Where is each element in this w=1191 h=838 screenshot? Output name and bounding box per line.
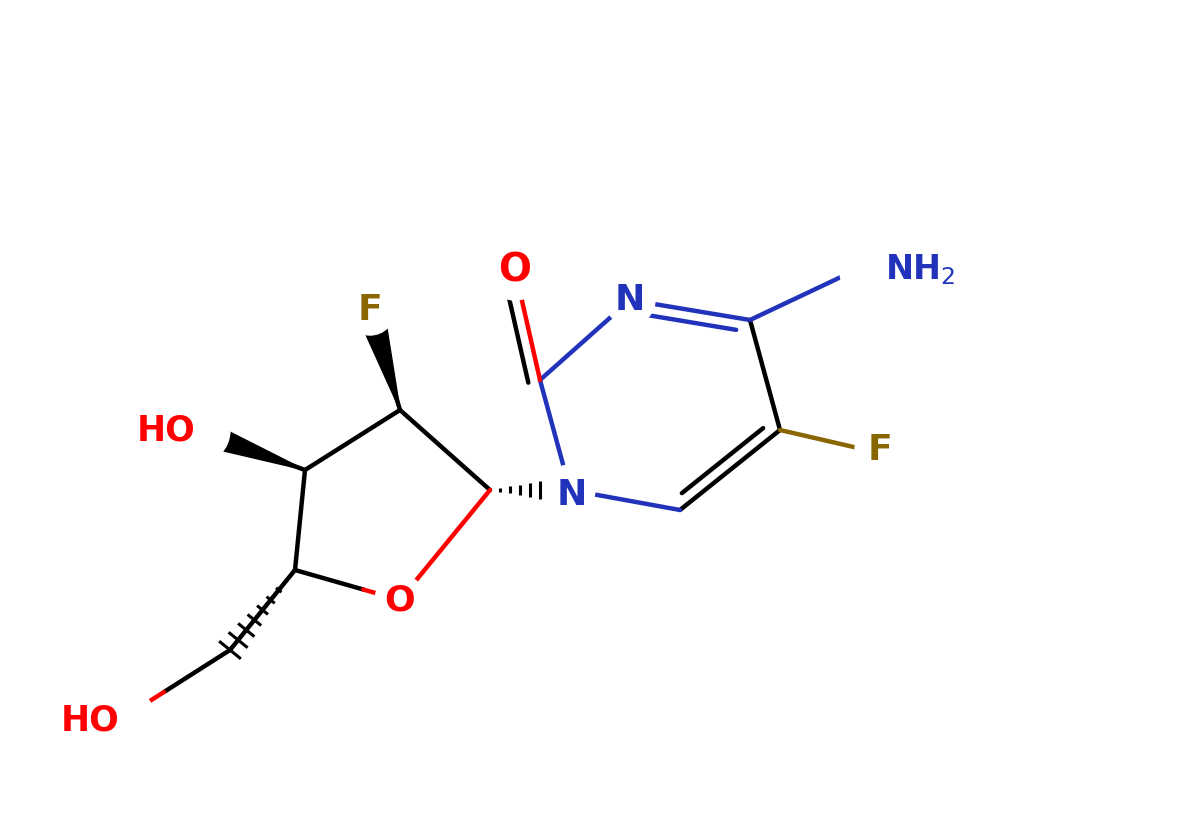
Text: HO: HO bbox=[136, 413, 195, 447]
Circle shape bbox=[485, 240, 545, 300]
Polygon shape bbox=[191, 416, 305, 470]
Circle shape bbox=[160, 395, 230, 465]
Circle shape bbox=[345, 285, 395, 335]
Text: NH$_2$: NH$_2$ bbox=[885, 252, 955, 287]
Polygon shape bbox=[356, 306, 400, 410]
Text: F: F bbox=[867, 433, 892, 467]
Text: HO: HO bbox=[61, 703, 120, 737]
Text: F: F bbox=[357, 293, 382, 327]
Circle shape bbox=[840, 225, 930, 315]
Text: O: O bbox=[499, 251, 531, 289]
Text: N: N bbox=[615, 283, 646, 317]
Circle shape bbox=[545, 465, 596, 515]
Circle shape bbox=[855, 425, 905, 475]
Text: O: O bbox=[385, 583, 416, 617]
Text: N: N bbox=[557, 478, 587, 512]
Circle shape bbox=[605, 275, 655, 325]
Circle shape bbox=[375, 575, 425, 625]
Circle shape bbox=[85, 685, 155, 755]
